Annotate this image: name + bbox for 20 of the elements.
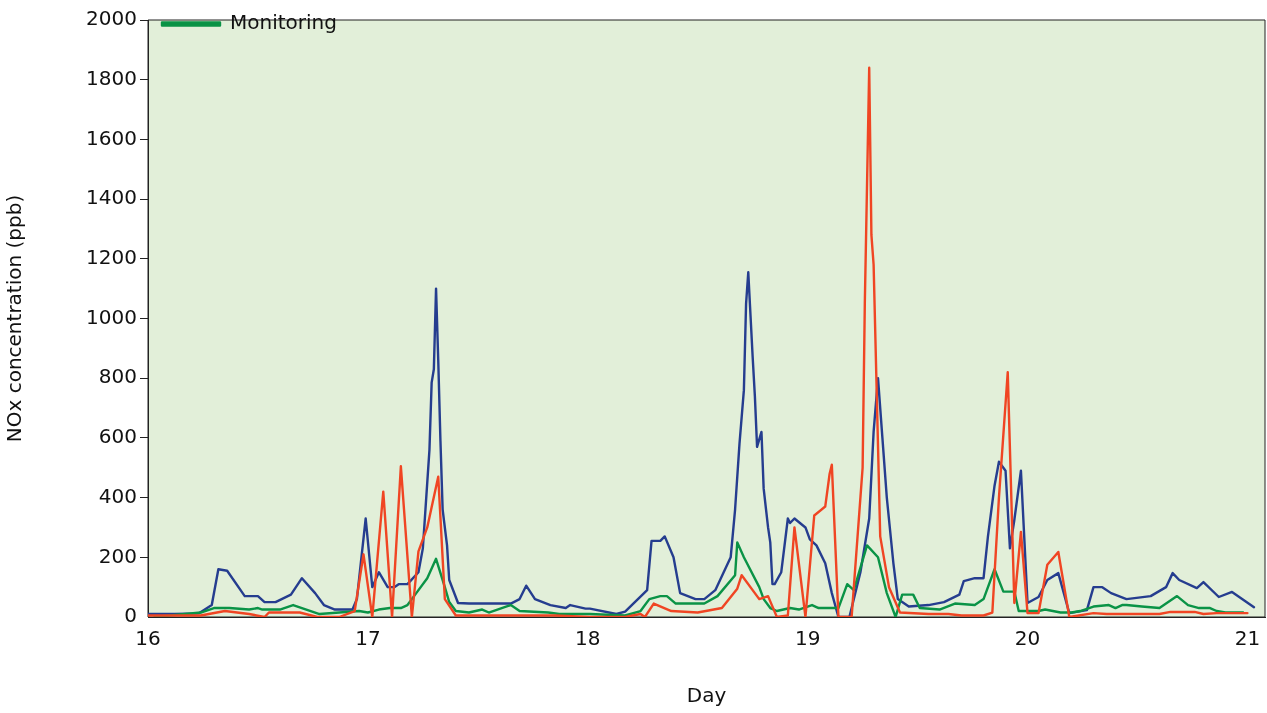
x-axis-title: Day bbox=[686, 683, 727, 708]
y-tick-label: 1200 bbox=[86, 245, 137, 269]
y-tick-label: 0 bbox=[124, 603, 137, 628]
y-tick-label: 200 bbox=[98, 543, 137, 568]
legend-label: Monitoring bbox=[230, 10, 337, 35]
x-tick-label: 17 bbox=[355, 626, 381, 651]
y-tick-label: 1800 bbox=[86, 65, 137, 90]
y-tick-label: 1400 bbox=[86, 185, 137, 210]
x-tick-label: 18 bbox=[575, 626, 601, 651]
y-tick-label: 1600 bbox=[86, 125, 137, 150]
y-tick-label: 600 bbox=[98, 424, 137, 449]
y-tick-label: 2000 bbox=[86, 6, 137, 31]
y-tick-label: 1000 bbox=[86, 304, 137, 329]
y-axis-title: NOx concentration (ppb) bbox=[2, 194, 27, 443]
x-tick-label: 21 bbox=[1234, 626, 1261, 651]
x-tick-label: 20 bbox=[1014, 626, 1041, 651]
x-tick-label: 19 bbox=[794, 626, 821, 651]
x-tick-label: 16 bbox=[135, 626, 161, 651]
y-tick-label: 800 bbox=[98, 364, 137, 389]
y-tick-label: 400 bbox=[98, 483, 137, 508]
